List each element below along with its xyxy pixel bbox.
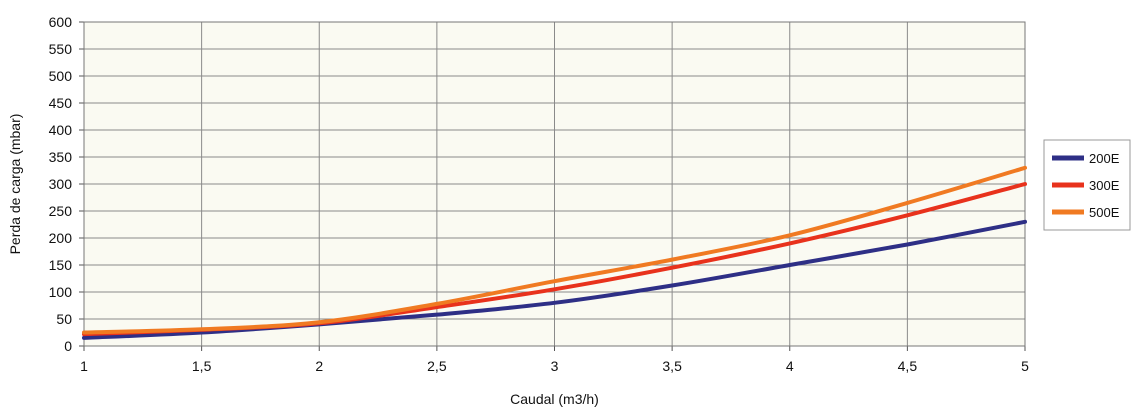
x-axis-title: Caudal (m3/h)	[510, 391, 599, 407]
y-tick-label: 200	[49, 230, 73, 246]
y-tick-label: 550	[49, 41, 73, 57]
x-tick-label: 4	[786, 358, 794, 374]
y-tick-label: 400	[49, 122, 73, 138]
series-lines	[82, 165, 1027, 340]
grid	[79, 21, 1026, 351]
y-tick-label: 350	[49, 149, 73, 165]
series-line-500E	[82, 165, 1027, 335]
y-tick-label: 450	[49, 95, 73, 111]
x-tick-label: 4,5	[898, 358, 918, 374]
x-tick-label: 1,5	[192, 358, 212, 374]
y-tick-label: 300	[49, 176, 73, 192]
legend: 200E 300E 500E	[1043, 139, 1131, 231]
x-tick-label: 2	[315, 358, 323, 374]
y-tick-label: 500	[49, 68, 73, 84]
y-tick-label: 150	[49, 257, 73, 273]
x-tick-label: 1	[80, 358, 88, 374]
x-tick-label: 3	[551, 358, 559, 374]
x-tick-label: 3,5	[662, 358, 682, 374]
x-tick-label: 2,5	[427, 358, 447, 374]
y-tick-label: 0	[64, 338, 72, 354]
x-tick-label: 5	[1021, 358, 1029, 374]
y-tick-label: 50	[56, 311, 72, 327]
legend-label: 200E	[1089, 151, 1120, 166]
x-axis-ticks: 1 1,5 2 2,5 3 3,5 4 4,5 5	[80, 358, 1029, 374]
y-axis-ticks: 0 50 100 150 200 250 300 350 400 450 500 550 600	[49, 14, 73, 354]
legend-label: 300E	[1089, 178, 1120, 193]
y-tick-label: 250	[49, 203, 73, 219]
y-tick-label: 600	[49, 14, 73, 30]
y-axis-title: Perda de carga (mbar)	[7, 114, 23, 255]
legend-label: 500E	[1089, 205, 1120, 220]
y-tick-label: 100	[49, 284, 73, 300]
